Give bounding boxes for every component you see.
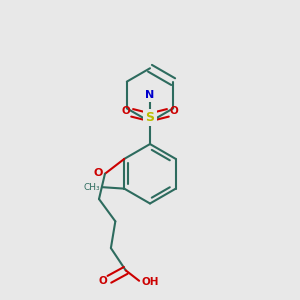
Text: OH: OH — [142, 277, 159, 287]
Text: O: O — [121, 106, 130, 116]
Text: O: O — [98, 276, 107, 286]
Text: O: O — [170, 106, 179, 116]
Text: O: O — [94, 168, 103, 178]
Text: S: S — [146, 111, 154, 124]
Text: CH₃: CH₃ — [84, 183, 101, 192]
Text: N: N — [146, 90, 154, 100]
